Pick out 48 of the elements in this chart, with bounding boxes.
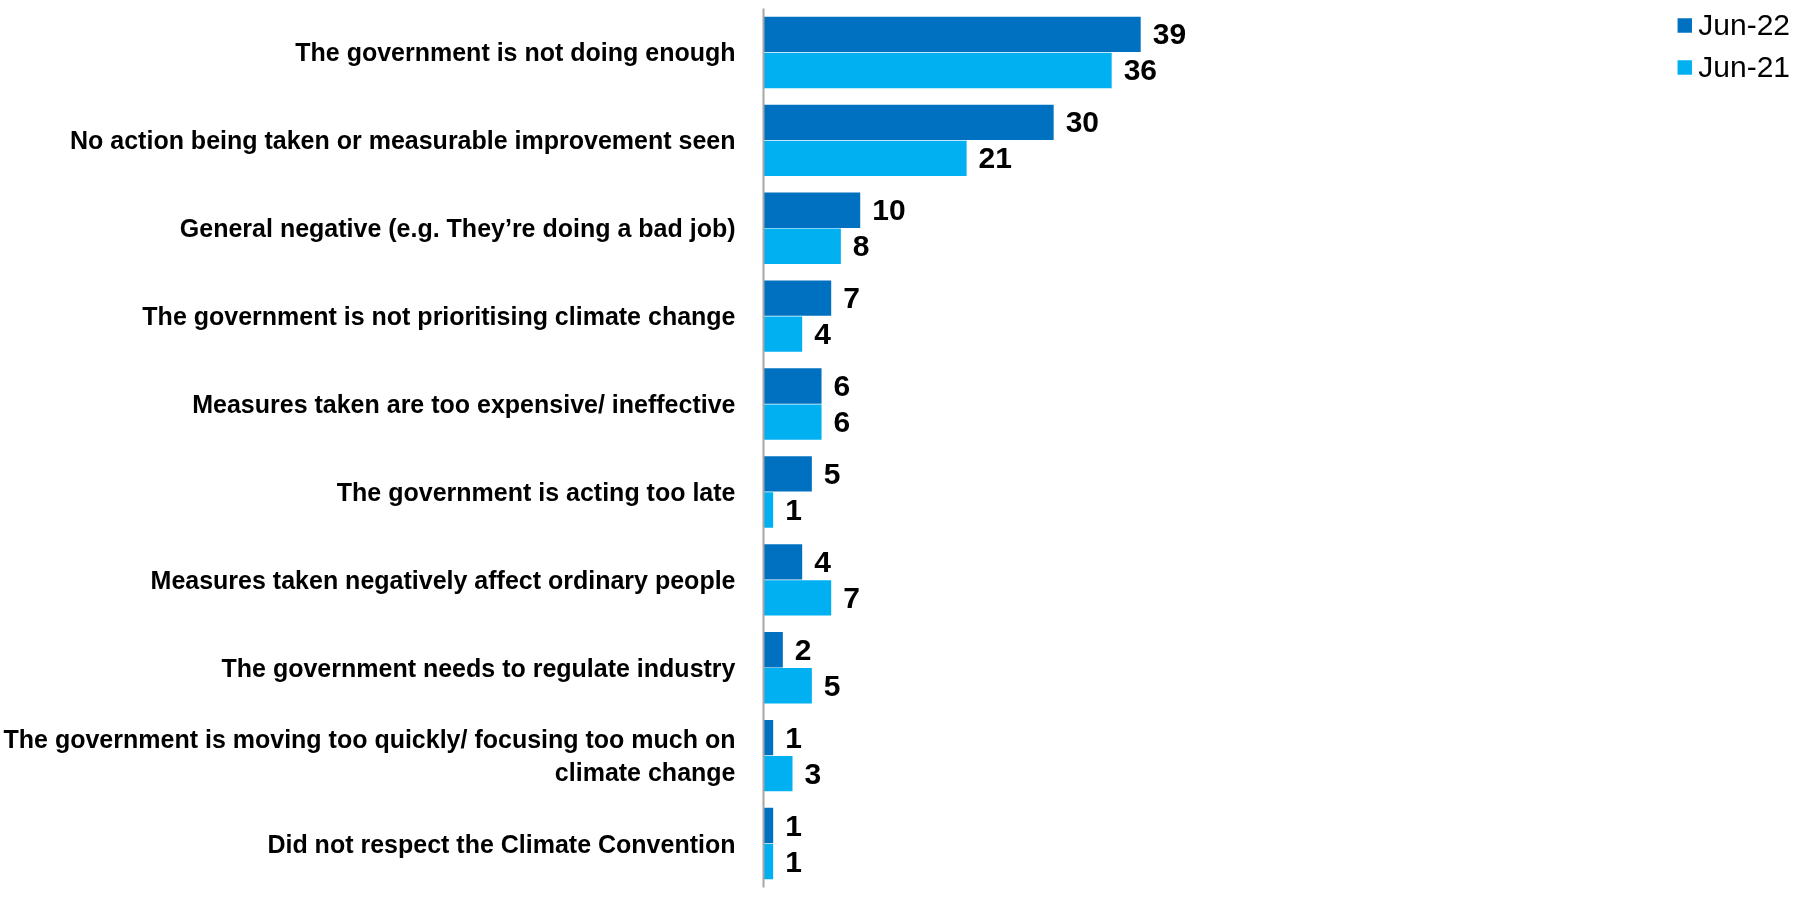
data-label: 1 bbox=[785, 492, 802, 526]
data-label: 1 bbox=[785, 720, 802, 754]
data-label: 21 bbox=[978, 141, 1012, 175]
bar bbox=[763, 544, 803, 580]
data-label: 2 bbox=[794, 632, 812, 666]
bar bbox=[763, 16, 1141, 53]
y-tick-label: The government needs to regulate industry bbox=[221, 653, 736, 682]
bar bbox=[763, 456, 812, 492]
data-label: 1 bbox=[785, 844, 802, 878]
bar bbox=[763, 404, 822, 440]
data-label: 5 bbox=[823, 668, 841, 702]
data-label: 4 bbox=[814, 544, 832, 578]
data-label: 7 bbox=[843, 580, 860, 614]
legend-label: Jun-22 bbox=[1698, 8, 1790, 42]
bar bbox=[763, 280, 832, 316]
data-label: 36 bbox=[1123, 53, 1158, 87]
y-tick-label: No action being taken or measurable improvement seen bbox=[70, 126, 736, 155]
y-tick-label: Measures taken negatively affect ordinary people bbox=[150, 565, 736, 594]
y-tick-label: Measures taken are too expensive/ ineffective bbox=[192, 390, 736, 419]
bar bbox=[763, 580, 832, 616]
data-label: 6 bbox=[833, 369, 851, 403]
data-label: 30 bbox=[1065, 105, 1100, 139]
legend-label: Jun-21 bbox=[1698, 50, 1790, 84]
data-label: 6 bbox=[833, 405, 851, 439]
y-tick-label: General negative (e.g. They’re doing a bad job) bbox=[179, 214, 736, 243]
y-tick-label: The government is not prioritising climate change bbox=[142, 302, 736, 331]
bar bbox=[763, 192, 861, 228]
bar bbox=[763, 316, 803, 352]
bar bbox=[763, 104, 1054, 140]
bar bbox=[763, 632, 783, 668]
data-label: 1 bbox=[785, 808, 802, 842]
data-label: 5 bbox=[823, 456, 841, 490]
data-label: 4 bbox=[814, 317, 832, 351]
y-tick-label: The government is moving too quickly/ focusing too much on climate change bbox=[3, 724, 736, 787]
data-label: 8 bbox=[852, 229, 870, 263]
bar bbox=[763, 368, 822, 404]
data-label: 7 bbox=[843, 281, 860, 315]
data-label: 10 bbox=[872, 193, 906, 227]
y-tick-label: The government is acting too late bbox=[336, 477, 736, 506]
y-tick-label: Did not respect the Climate Convention bbox=[267, 829, 736, 858]
bar bbox=[763, 756, 793, 792]
y-tick-label: The government is not doing enough bbox=[295, 38, 736, 67]
data-label: 3 bbox=[804, 756, 822, 790]
data-label: 39 bbox=[1152, 17, 1187, 51]
bar bbox=[763, 52, 1112, 89]
bar bbox=[763, 140, 967, 177]
bar bbox=[763, 668, 812, 704]
bar bbox=[763, 228, 841, 264]
